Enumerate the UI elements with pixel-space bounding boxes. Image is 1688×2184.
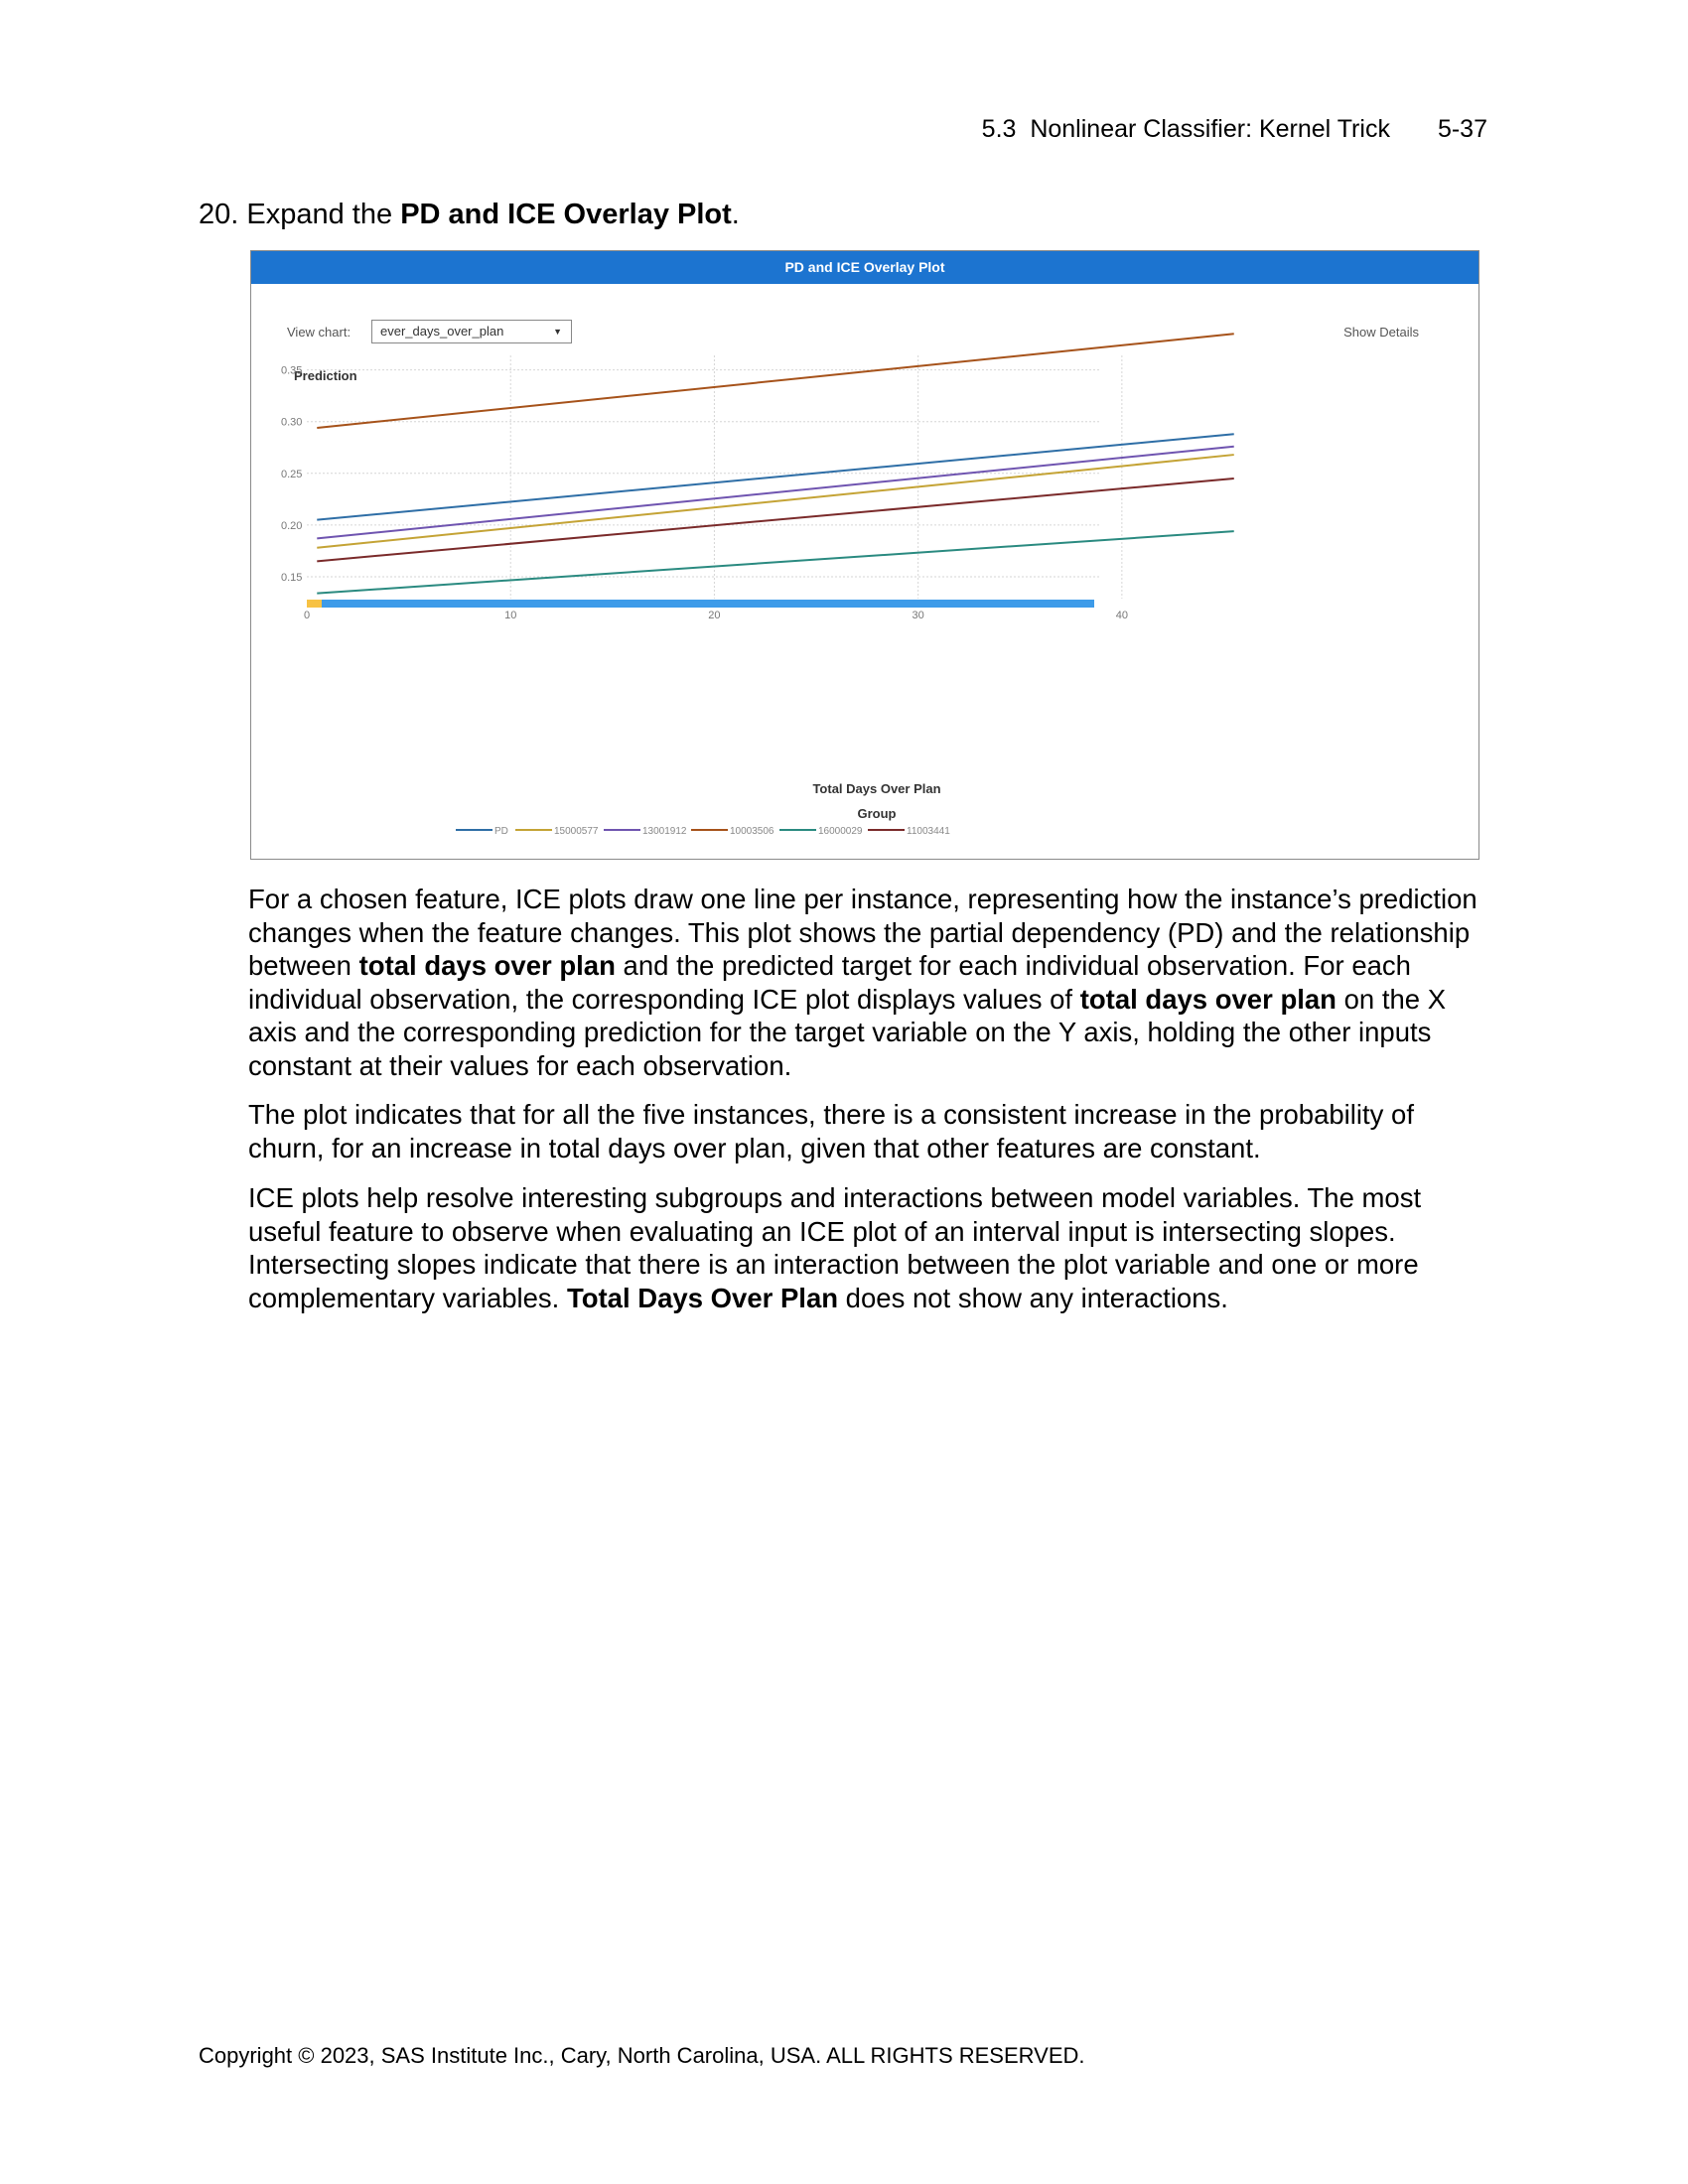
chart-legend: PD 15000577 13001912 10003506 16000029 110034…: [456, 826, 950, 837]
legend-label: 10003506: [730, 826, 774, 837]
p1-text-c: and the predicted target for each indivi…: [248, 950, 1411, 1015]
paragraph-trend: The plot indicates that for all the five…: [248, 1099, 1414, 1163]
x-tick-label: 30: [913, 610, 924, 621]
x-range-slider[interactable]: [307, 600, 1094, 608]
x-tick-label: 10: [504, 610, 516, 621]
view-chart-value: ever_days_over_plan: [380, 324, 504, 339]
section-title: 5.3 Nonlinear Classifier: Kernel Trick: [981, 115, 1390, 143]
p1-text-e: on the X axis and the corresponding pred…: [248, 983, 1447, 1081]
p3-text-c: does not show any interactions.: [838, 1282, 1228, 1313]
y-tick-label: 0.35: [281, 365, 302, 377]
range-bar-track[interactable]: [307, 600, 1094, 608]
x-tick-label: 40: [1116, 610, 1128, 621]
p3-bold-b: Total Days Over Plan: [566, 1282, 839, 1313]
paragraph-interactions: ICE plots help resolve interesting subgr…: [248, 1181, 1489, 1314]
legend-label: 11003441: [907, 826, 950, 837]
series-line-16000029: [317, 530, 1234, 595]
y-tick-label: 0.20: [281, 520, 302, 532]
range-bar-handle[interactable]: [307, 600, 322, 608]
page-number: 5-37: [1437, 115, 1487, 143]
show-details-link[interactable]: Show Details: [1343, 325, 1419, 340]
step-text-before: Expand the: [246, 199, 401, 230]
chart-grid: [307, 355, 1123, 599]
x-tick-label: 20: [708, 610, 720, 621]
chart-lines: [317, 333, 1234, 595]
chevron-down-icon: ▼: [553, 327, 562, 337]
x-tick-label: 0: [304, 610, 310, 621]
step-bold-text: PD and ICE Overlay Plot: [400, 199, 732, 230]
copyright-footer: Copyright © 2023, SAS Institute Inc., Ca…: [199, 2043, 1085, 2068]
series-line-13001912: [317, 445, 1234, 540]
view-chart-select[interactable]: ever_days_over_plan ▼: [371, 320, 572, 343]
series-line-15000577: [317, 454, 1234, 549]
series-line-PD: [317, 433, 1234, 521]
legend-title: Group: [858, 806, 897, 821]
p1-bold-d: total days over plan: [1079, 983, 1336, 1015]
view-chart-label: View chart:: [287, 325, 352, 340]
legend-label: 15000577: [554, 826, 599, 837]
p1-text-a: For a chosen feature, ICE plots draw one…: [248, 884, 1477, 981]
pd-ice-panel: PD and ICE Overlay Plot View chart: ever…: [250, 250, 1479, 860]
y-tick-label: 0.30: [281, 417, 302, 429]
running-head: 5.3 Nonlinear Classifier: Kernel Trick 5-…: [982, 115, 1487, 144]
y-axis-ticks: 0.15 0.20 0.25 0.30 0.35: [281, 365, 302, 584]
legend-label: 16000029: [818, 826, 863, 837]
y-tick-label: 0.25: [281, 469, 302, 480]
y-tick-label: 0.15: [281, 572, 302, 584]
legend-label: 13001912: [642, 826, 687, 837]
step-instruction: 20. Expand the PD and ICE Overlay Plot.: [199, 199, 740, 231]
p1-bold-b: total days over plan: [358, 950, 616, 981]
series-line-11003441: [317, 478, 1234, 563]
panel-title: PD and ICE Overlay Plot: [251, 251, 1478, 284]
series-line-10003506: [317, 333, 1234, 429]
legend-label: PD: [494, 826, 508, 837]
x-axis-label: Total Days Over Plan: [812, 781, 940, 796]
step-number: 20.: [199, 199, 239, 230]
x-axis-ticks: 0 10 20 30 40: [304, 610, 1128, 621]
y-axis-label: Prediction: [294, 368, 357, 383]
ice-chart: Prediction 0.15 0.20 0.25 0.30 0.35 0 10 20 30 4…: [281, 333, 1234, 837]
paragraph-ice-description: For a chosen feature, ICE plots draw one…: [248, 883, 1489, 1082]
p3-text-a: ICE plots help resolve interesting subgr…: [248, 1182, 1422, 1313]
step-text-after: .: [731, 199, 740, 230]
